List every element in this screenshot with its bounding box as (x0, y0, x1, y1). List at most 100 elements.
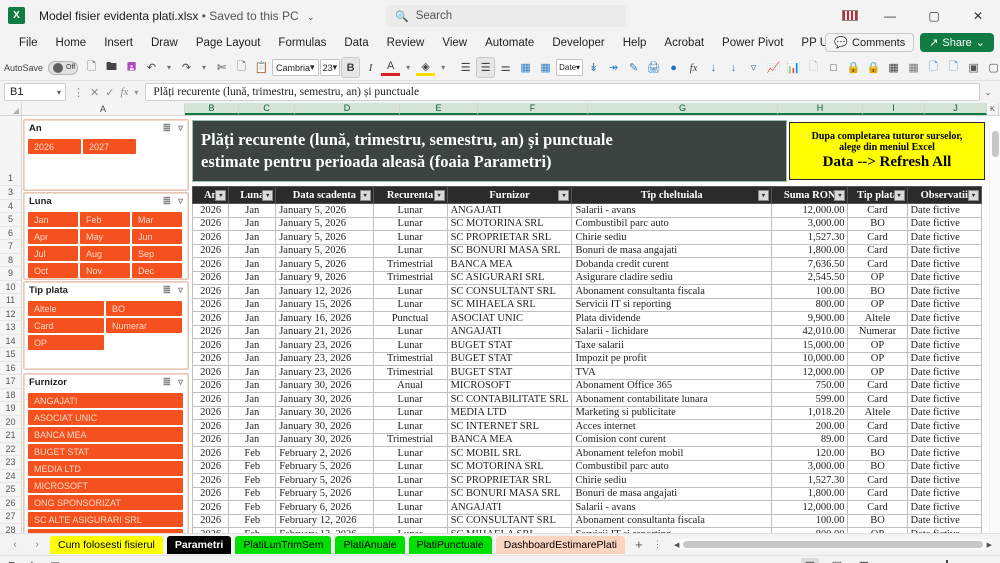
table-cell[interactable]: Salarii - avans (571, 500, 772, 515)
table-cell[interactable]: Date fictive (906, 257, 983, 272)
tab-automate[interactable]: Automate (485, 37, 535, 49)
table-cell[interactable]: January 9, 2026 (275, 270, 374, 285)
slicer-item[interactable]: BO (106, 301, 182, 316)
pivot-table-icon[interactable]: ▦ (908, 62, 919, 74)
table-cell[interactable]: Chirie sediu (571, 230, 772, 245)
table-cell[interactable]: Jan (228, 405, 277, 420)
camera-icon[interactable]: ▣ (968, 62, 979, 74)
table-cell[interactable]: Date fictive (906, 270, 983, 285)
filter-dropdown-icon[interactable]: ▾ (968, 190, 979, 201)
table-cell[interactable]: Jan (228, 365, 277, 380)
table-cell[interactable]: OP (847, 351, 908, 366)
table-cell[interactable]: Lunar (372, 203, 448, 218)
table-cell[interactable]: 2026 (191, 405, 230, 420)
table-cell[interactable]: Lunar (372, 459, 448, 474)
table-cell[interactable]: Lunar (372, 243, 448, 258)
select-all-corner[interactable] (0, 103, 22, 115)
table-cell[interactable]: 1,800.00 (770, 486, 849, 501)
row-header[interactable]: 6 (0, 227, 21, 240)
sheet-canvas[interactable]: An ≣ ▿ 2026 2027 Luna ≣ ▿ (22, 116, 1000, 533)
slicer-item[interactable]: MICROSOFT (28, 478, 183, 493)
table-cell[interactable]: Jan (228, 216, 277, 231)
table-row[interactable]: 2026 Jan January 23, 2026 Trimestrial BUGET … (191, 365, 983, 380)
table-cell[interactable]: Date fictive (906, 324, 983, 339)
slicer-item[interactable]: Jul (28, 246, 78, 261)
slicer-item[interactable]: MEDIA LTD (28, 461, 183, 476)
table-cell[interactable]: Jan (228, 257, 277, 272)
column-header-luna[interactable]: Luna ▾ (228, 186, 277, 204)
increase-decimal-icon[interactable]: ↠ (608, 62, 619, 74)
table-cell[interactable]: MICROSOFT (446, 378, 573, 393)
table-cell[interactable]: Lunar (372, 324, 448, 339)
table-cell[interactable]: BUGET STAT (446, 365, 573, 380)
table-cell[interactable]: Date fictive (906, 230, 983, 245)
table-cell[interactable]: SC INTERNET SRL (446, 419, 573, 434)
row-header[interactable]: 5 (0, 213, 21, 227)
table-cell[interactable]: 2026 (191, 297, 230, 312)
filter-dropdown-icon[interactable]: ▾ (893, 190, 905, 201)
multiselect-icon[interactable]: ≣ (162, 123, 171, 134)
table-cell[interactable]: Lunar (372, 405, 448, 420)
tab-home[interactable]: Home (55, 37, 87, 49)
slicer-furnizor[interactable]: Furnizor ≣ ▿ ANGAJATI ASOCIAT UNIC BANCA… (23, 373, 189, 533)
table-cell[interactable]: SC CONTABILITATE SRL (446, 392, 573, 407)
slicer-item[interactable]: 2027 (83, 139, 136, 154)
slicer-item[interactable]: Sep (132, 246, 182, 261)
all-borders-icon[interactable]: ▦ (540, 62, 551, 74)
table-cell[interactable]: Lunar (372, 419, 448, 434)
table-cell[interactable]: Date fictive (906, 216, 983, 231)
table-cell[interactable]: Comision cont curent (571, 432, 772, 447)
table-cell[interactable]: 15,000.00 (770, 338, 849, 353)
table-cell[interactable]: Date fictive (906, 378, 983, 393)
filter-icon[interactable]: ▿ (750, 62, 757, 74)
column-header-an[interactable]: An ▾ (191, 186, 230, 204)
table-cell[interactable]: Card (847, 419, 908, 434)
table-cell[interactable]: Numerar (847, 324, 908, 339)
table-cell[interactable]: Jan (228, 311, 277, 326)
row-header[interactable]: 8 (0, 254, 21, 267)
table-cell[interactable]: January 16, 2026 (275, 311, 374, 326)
table-cell[interactable]: Jan (228, 243, 277, 258)
table-row[interactable]: 2026 Jan January 21, 2026 Lunar ANGAJATI Sala… (191, 324, 983, 339)
table-cell[interactable]: Jan (228, 324, 277, 339)
slicer-item[interactable]: Oct (28, 263, 78, 278)
table-row[interactable]: 2026 Jan January 5, 2026 Lunar SC PROPRIETAR… (191, 230, 983, 245)
table-cell[interactable]: January 30, 2026 (275, 392, 374, 407)
slicer-item[interactable]: Jan (28, 212, 78, 227)
font-color-caret-icon[interactable]: ▾ (406, 63, 411, 72)
align-center-icon[interactable]: ☰ (476, 57, 496, 78)
window-split-icon[interactable]: ▢ (988, 62, 999, 74)
table-cell[interactable]: Date fictive (906, 284, 983, 299)
table-row[interactable]: 2026 Jan January 30, 2026 Anual MICROSOFT Abo… (191, 378, 983, 393)
freeze-panes-icon[interactable]: ▦ (888, 62, 899, 74)
table-cell[interactable]: Date fictive (906, 243, 983, 258)
column-header-B[interactable]: B (185, 103, 239, 115)
protect-sheet-icon[interactable]: 🔒 (846, 62, 861, 74)
column-header-furnizor[interactable]: Furnizor ▾ (446, 186, 573, 204)
table-cell[interactable]: Trimestrial (372, 432, 448, 447)
tab-data[interactable]: Data (344, 37, 369, 49)
table-cell[interactable]: Date fictive (906, 473, 983, 488)
shape-rectangle-icon[interactable]: □ (830, 61, 837, 74)
table-cell[interactable]: Feb (228, 446, 277, 461)
paste-icon[interactable]: 📋 (254, 62, 269, 74)
table-cell[interactable]: ASOCIAT UNIC (446, 311, 573, 326)
table-cell[interactable]: Date fictive (906, 351, 983, 366)
slicer-item[interactable]: 2026 (28, 139, 81, 154)
table-cell[interactable]: Card (847, 500, 908, 515)
tab-overflow-icon[interactable]: ⋮ (652, 539, 662, 549)
table-cell[interactable]: Salarii - lichidare (571, 324, 772, 339)
table-cell[interactable]: Jan (228, 297, 277, 312)
table-cell[interactable]: Feb (228, 513, 277, 528)
tab-formulas[interactable]: Formulas (278, 37, 327, 49)
column-header-K[interactable]: K (987, 103, 999, 115)
table-cell[interactable]: 2026 (191, 392, 230, 407)
table-row[interactable]: 2026 Jan January 30, 2026 Lunar MEDIA LTD Mar… (191, 405, 983, 420)
insert-function-icon[interactable]: fx (120, 86, 129, 98)
table-cell[interactable]: January 21, 2026 (275, 324, 374, 339)
column-header-H[interactable]: H (778, 103, 863, 115)
normal-view-button[interactable]: ▦ (801, 558, 819, 563)
table-cell[interactable]: January 30, 2026 (275, 432, 374, 447)
table-cell[interactable]: Abonament telefon mobil (571, 446, 772, 461)
